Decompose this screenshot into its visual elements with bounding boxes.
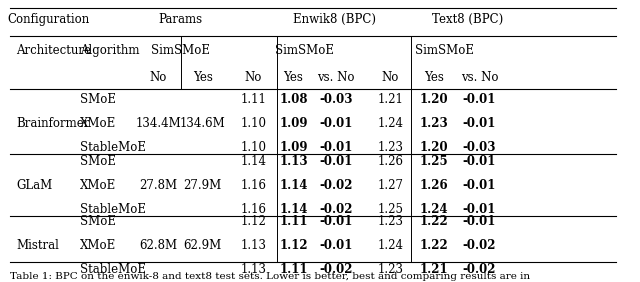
Text: 1.26: 1.26: [378, 155, 403, 168]
Text: 1.25: 1.25: [378, 202, 403, 215]
Text: -0.02: -0.02: [463, 239, 496, 252]
Text: 1.10: 1.10: [241, 141, 266, 154]
Text: -0.01: -0.01: [319, 141, 353, 154]
Text: SimSMoE: SimSMoE: [415, 44, 474, 57]
Text: -0.01: -0.01: [319, 215, 353, 228]
Text: 1.14: 1.14: [279, 202, 308, 215]
Text: 134.6M: 134.6M: [180, 117, 225, 130]
Text: 1.10: 1.10: [241, 117, 266, 130]
Text: Yes: Yes: [424, 71, 444, 84]
Text: 1.27: 1.27: [378, 179, 403, 192]
Text: SMoE: SMoE: [79, 93, 116, 106]
Text: -0.02: -0.02: [319, 179, 353, 192]
Text: Algorithm: Algorithm: [79, 44, 139, 57]
Text: -0.02: -0.02: [319, 263, 353, 276]
Text: StableMoE: StableMoE: [79, 202, 145, 215]
Text: -0.01: -0.01: [463, 215, 496, 228]
Text: -0.03: -0.03: [463, 141, 496, 154]
Text: 1.14: 1.14: [279, 179, 308, 192]
Text: -0.03: -0.03: [319, 93, 353, 106]
Text: XMoE: XMoE: [79, 117, 116, 130]
Text: 1.23: 1.23: [378, 141, 403, 154]
Text: 1.26: 1.26: [420, 179, 449, 192]
Text: 27.9M: 27.9M: [184, 179, 221, 192]
Text: StableMoE: StableMoE: [79, 141, 145, 154]
Text: 1.13: 1.13: [279, 155, 308, 168]
Text: Yes: Yes: [193, 71, 212, 84]
Text: SimSMoE: SimSMoE: [150, 44, 210, 57]
Text: No: No: [150, 71, 167, 84]
Text: SimSMoE: SimSMoE: [275, 44, 335, 57]
Text: Yes: Yes: [284, 71, 303, 84]
Text: 1.20: 1.20: [420, 141, 449, 154]
Text: -0.01: -0.01: [463, 155, 496, 168]
Text: 1.13: 1.13: [241, 263, 266, 276]
Text: GLaM: GLaM: [16, 179, 52, 192]
Text: XMoE: XMoE: [79, 179, 116, 192]
Text: Table 1: BPC on the enwik-8 and text8 test sets. Lower is better, best and compa: Table 1: BPC on the enwik-8 and text8 te…: [10, 272, 530, 281]
Text: 62.8M: 62.8M: [140, 239, 177, 252]
Text: 1.23: 1.23: [378, 215, 403, 228]
Text: 1.22: 1.22: [420, 239, 449, 252]
Text: -0.01: -0.01: [463, 117, 496, 130]
Text: 1.24: 1.24: [378, 239, 403, 252]
Text: Architecture: Architecture: [16, 44, 91, 57]
Text: SMoE: SMoE: [79, 155, 116, 168]
Text: 1.12: 1.12: [241, 215, 266, 228]
Text: 1.24: 1.24: [420, 202, 449, 215]
Text: 1.25: 1.25: [420, 155, 449, 168]
Text: 1.08: 1.08: [279, 93, 308, 106]
Text: 1.21: 1.21: [378, 93, 403, 106]
Text: Enwik8 (BPC): Enwik8 (BPC): [293, 13, 376, 26]
Text: 1.14: 1.14: [241, 155, 266, 168]
Text: 1.09: 1.09: [279, 141, 308, 154]
Text: No: No: [381, 71, 399, 84]
Text: Mistral: Mistral: [16, 239, 59, 252]
Text: -0.01: -0.01: [463, 93, 496, 106]
Text: 1.16: 1.16: [241, 179, 266, 192]
Text: 62.9M: 62.9M: [184, 239, 221, 252]
Text: XMoE: XMoE: [79, 239, 116, 252]
Text: vs. No: vs. No: [317, 71, 355, 84]
Text: -0.01: -0.01: [463, 202, 496, 215]
Text: 1.23: 1.23: [420, 117, 449, 130]
Text: -0.02: -0.02: [463, 263, 496, 276]
Text: 1.16: 1.16: [241, 202, 266, 215]
Text: SMoE: SMoE: [79, 215, 116, 228]
Text: -0.01: -0.01: [463, 179, 496, 192]
Text: 134.4M: 134.4M: [136, 117, 181, 130]
Text: 1.22: 1.22: [420, 215, 449, 228]
Text: 1.23: 1.23: [378, 263, 403, 276]
Text: -0.02: -0.02: [319, 202, 353, 215]
Text: StableMoE: StableMoE: [79, 263, 145, 276]
Text: -0.01: -0.01: [319, 155, 353, 168]
Text: Text8 (BPC): Text8 (BPC): [432, 13, 503, 26]
Text: -0.01: -0.01: [319, 117, 353, 130]
Text: 1.09: 1.09: [279, 117, 308, 130]
Text: Params: Params: [158, 13, 202, 26]
Text: 1.11: 1.11: [279, 215, 308, 228]
Text: 1.20: 1.20: [420, 93, 449, 106]
Text: 1.12: 1.12: [279, 239, 308, 252]
Text: -0.01: -0.01: [319, 239, 353, 252]
Text: 1.24: 1.24: [378, 117, 403, 130]
Text: 27.8M: 27.8M: [140, 179, 177, 192]
Text: Configuration: Configuration: [7, 13, 89, 26]
Text: 1.21: 1.21: [420, 263, 449, 276]
Text: 1.13: 1.13: [241, 239, 266, 252]
Text: 1.11: 1.11: [279, 263, 308, 276]
Text: Brainformer: Brainformer: [16, 117, 90, 130]
Text: No: No: [245, 71, 262, 84]
Text: 1.11: 1.11: [241, 93, 266, 106]
Text: vs. No: vs. No: [461, 71, 499, 84]
